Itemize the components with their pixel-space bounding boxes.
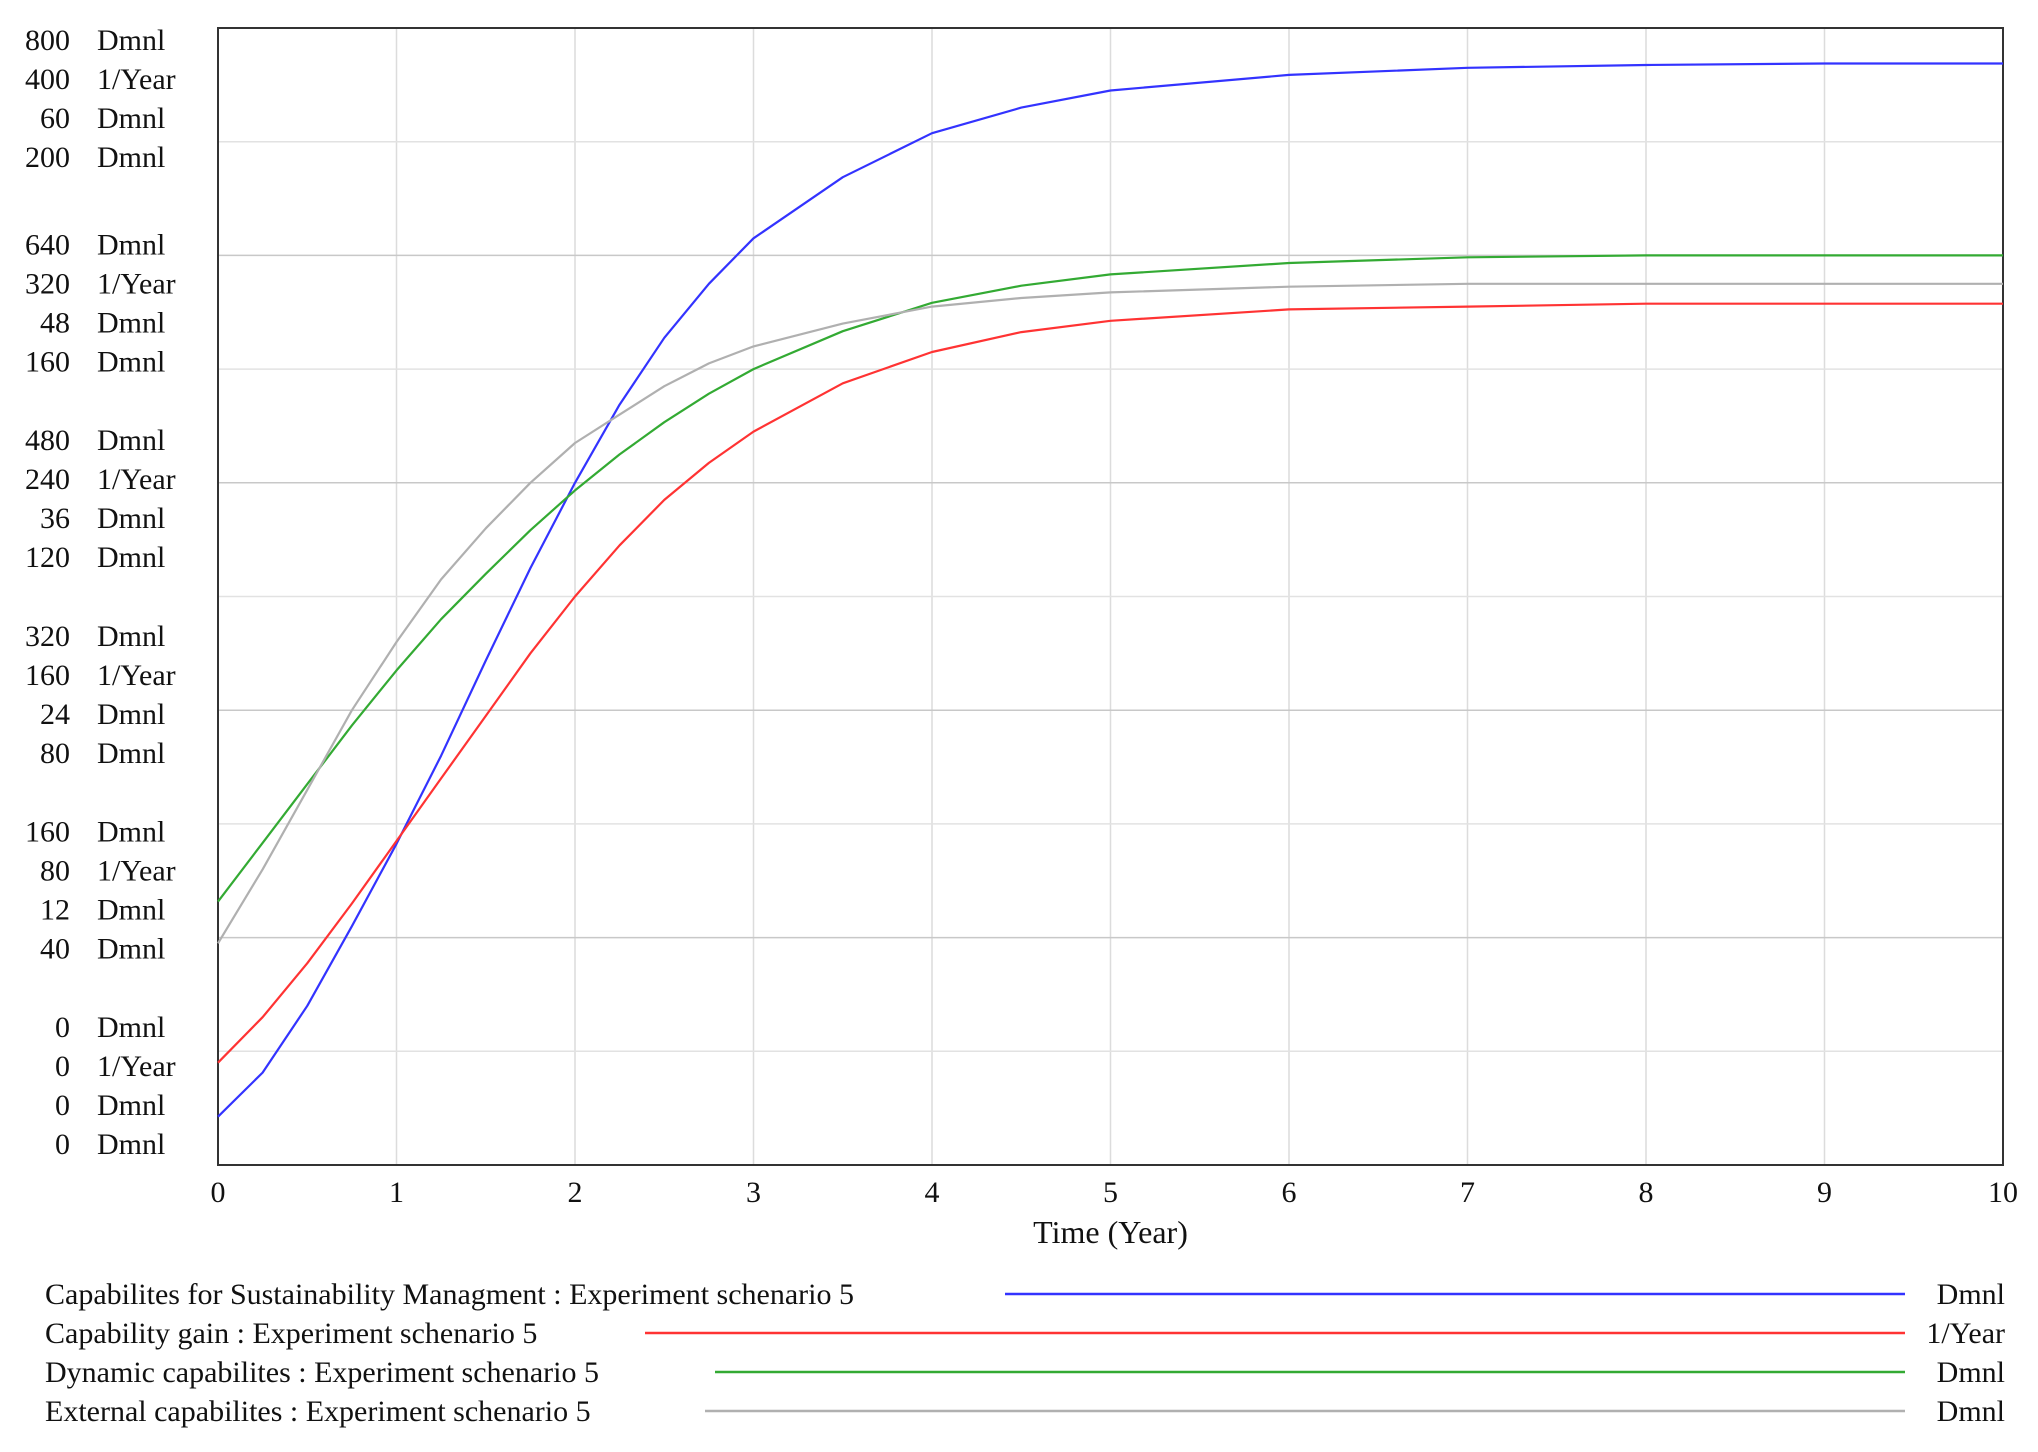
y-tick-value: 12 xyxy=(40,893,70,926)
x-tick-label: 6 xyxy=(1282,1176,1297,1209)
y-tick-unit: Dmnl xyxy=(97,1128,165,1161)
y-tick-unit: Dmnl xyxy=(97,893,165,926)
y-tick-value: 60 xyxy=(40,102,70,135)
y-tick-unit: 1/Year xyxy=(97,268,176,301)
y-tick-unit: Dmnl xyxy=(97,1089,165,1122)
x-tick-label: 5 xyxy=(1103,1176,1118,1209)
legend-entry-label: External capabilites : Experiment schena… xyxy=(45,1395,591,1428)
y-tick-unit: Dmnl xyxy=(97,102,165,135)
series-line xyxy=(217,62,2003,1118)
x-tick-label: 7 xyxy=(1460,1176,1475,1209)
y-tick-unit: Dmnl xyxy=(97,229,165,262)
x-tick-label: 10 xyxy=(1988,1176,2018,1209)
y-tick-value: 0 xyxy=(55,1128,70,1161)
x-axis-label: Time (Year) xyxy=(1033,1214,1188,1250)
y-tick-unit: Dmnl xyxy=(97,424,165,457)
y-tick-unit: Dmnl xyxy=(97,541,165,574)
y-tick-value: 800 xyxy=(25,24,70,57)
y-tick-unit: Dmnl xyxy=(97,141,165,174)
series-lines xyxy=(217,62,2003,1118)
y-tick-value: 24 xyxy=(40,698,70,731)
x-tick-label: 8 xyxy=(1639,1176,1654,1209)
y-tick-unit: Dmnl xyxy=(97,737,165,770)
y-tick-unit: 1/Year xyxy=(97,659,176,692)
y-tick-value: 48 xyxy=(40,307,70,340)
plot-area-frame xyxy=(217,27,2004,1166)
x-tick-label: 2 xyxy=(568,1176,583,1209)
y-tick-value: 80 xyxy=(40,737,70,770)
y-tick-value: 160 xyxy=(25,659,70,692)
y-tick-value: 0 xyxy=(55,1089,70,1122)
y-tick-unit: 1/Year xyxy=(97,63,176,96)
y-tick-unit: Dmnl xyxy=(97,307,165,340)
y-tick-unit: 1/Year xyxy=(97,1050,176,1083)
y-tick-value: 40 xyxy=(40,932,70,965)
y-tick-value: 480 xyxy=(25,424,70,457)
y-tick-value: 80 xyxy=(40,854,70,887)
y-tick-value: 0 xyxy=(55,1011,70,1044)
x-tick-label: 9 xyxy=(1817,1176,1832,1209)
y-tick-unit: Dmnl xyxy=(97,346,165,379)
x-tick-label: 4 xyxy=(925,1176,940,1209)
legend-entry-label: Dynamic capabilites : Experiment schenar… xyxy=(45,1356,599,1389)
y-tick-value: 320 xyxy=(25,268,70,301)
y-tick-unit: Dmnl xyxy=(97,698,165,731)
legend-entry-label: Capabilites for Sustainability Managment… xyxy=(45,1278,854,1311)
y-tick-unit: 1/Year xyxy=(97,854,176,887)
y-tick-value: 160 xyxy=(25,815,70,848)
y-tick-value: 160 xyxy=(25,346,70,379)
legend-entry-unit: Dmnl xyxy=(1937,1356,2005,1389)
legend-entry-unit: 1/Year xyxy=(1926,1317,2005,1350)
y-axis-tick-labels: 0 Dmnl 0 1/Year 0 Dmnl 0 Dmnl 160 Dmnl 80 1/Year 12 D… xyxy=(25,24,176,1161)
legend-entry-unit: Dmnl xyxy=(1937,1278,2005,1311)
y-tick-value: 400 xyxy=(25,63,70,96)
x-tick-label: 0 xyxy=(211,1176,226,1209)
x-tick-label: 3 xyxy=(746,1176,761,1209)
y-tick-unit: Dmnl xyxy=(97,815,165,848)
legend: Capabilites for Sustainability Managment… xyxy=(45,1278,2005,1428)
y-tick-unit: Dmnl xyxy=(97,502,165,535)
y-tick-unit: Dmnl xyxy=(97,932,165,965)
y-tick-value: 640 xyxy=(25,229,70,262)
y-tick-unit: Dmnl xyxy=(97,620,165,653)
y-tick-unit: Dmnl xyxy=(97,1011,165,1044)
y-tick-value: 320 xyxy=(25,620,70,653)
y-tick-value: 240 xyxy=(25,463,70,496)
y-tick-value: 36 xyxy=(40,502,70,535)
legend-entry-label: Capability gain : Experiment schenario 5 xyxy=(45,1317,537,1350)
series-line xyxy=(217,282,2003,944)
series-line xyxy=(217,302,2003,1064)
y-tick-value: 0 xyxy=(55,1050,70,1083)
y-tick-value: 200 xyxy=(25,141,70,174)
series-line xyxy=(217,254,2003,903)
x-tick-label: 1 xyxy=(389,1176,404,1209)
y-tick-unit: Dmnl xyxy=(97,24,165,57)
y-tick-value: 120 xyxy=(25,541,70,574)
y-tick-unit: 1/Year xyxy=(97,463,176,496)
x-axis-tick-labels: 0 1 2 3 4 5 6 7 8 9 10 xyxy=(211,1176,2019,1209)
grid-lines xyxy=(218,28,2003,1165)
legend-entry-unit: Dmnl xyxy=(1937,1395,2005,1428)
